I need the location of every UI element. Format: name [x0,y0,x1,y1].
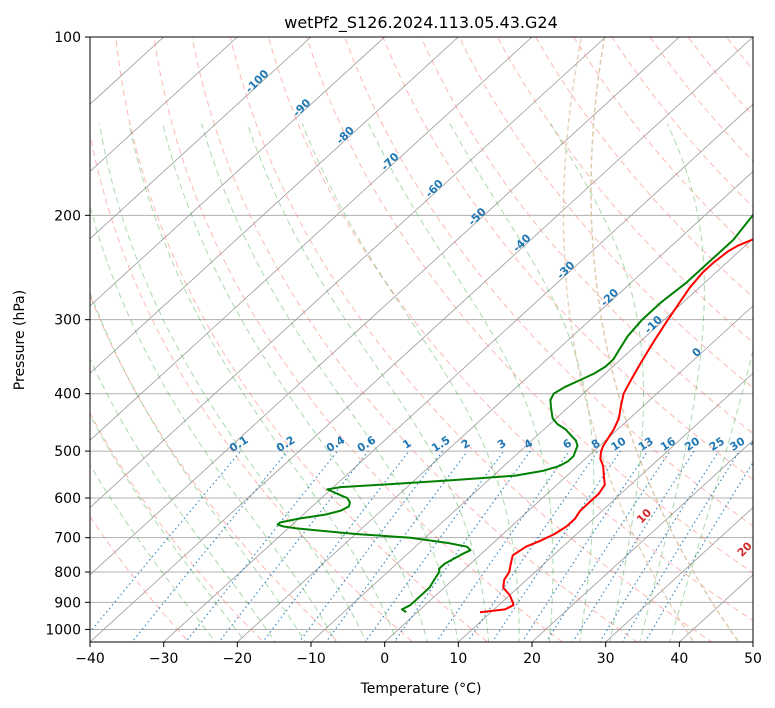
isotherm--40 [90,37,753,642]
dry-adiabat-100 [458,37,753,389]
x-tick-label: −20 [223,651,253,667]
y-tick-label: 500 [54,444,81,460]
mixing-ratio-line-5 [298,450,444,642]
mixing-ratio-line-15 [599,450,720,642]
dry-adiabat-30 [191,37,638,642]
boundary-curve-0 [590,37,740,642]
mixing-ratio-line-6 [325,450,468,642]
moist-adiabat--8 [90,291,307,642]
y-tick-label: 1000 [45,622,81,638]
y-tick-label: 800 [54,565,81,581]
mixing-ratio-line-17 [644,461,753,642]
y-tick-label: 900 [54,595,81,611]
moist-adiabat-16 [246,123,490,642]
x-tick-label: 20 [523,651,541,667]
y-tick-label: 300 [54,313,81,329]
x-tick-label: 30 [597,651,615,667]
isotherm--70 [90,37,533,441]
plot-frame [89,36,754,643]
x-tick-label: −30 [149,651,179,667]
moist-adiabat-24 [367,123,554,642]
dry-adiabat-60 [306,37,753,574]
plot-grid [90,37,753,642]
y-axis-title: Pressure (hPa) [12,290,28,390]
x-tick-label: 40 [670,651,688,667]
moist-adiabat-36 [639,123,705,642]
chart-title: wetPf2_S126.2024.113.05.43.G24 [284,13,558,33]
moist-adiabat-0 [98,123,367,642]
dewpoint-profile [276,212,753,614]
x-axis-title: Temperature (°C) [360,681,482,697]
moist-adiabat--20 [90,463,216,642]
temperature-profile [479,238,753,614]
dry-adiabat-40 [229,37,713,642]
dry-adiabat-50 [267,37,753,622]
isotherm--20 [237,170,753,642]
isotherm--110 [90,37,238,172]
dry-adiabat-150 [649,37,753,163]
dry-adiabat-90 [420,37,753,435]
moist-adiabat-28 [449,123,595,642]
x-tick-label: −40 [75,651,105,667]
mixing-ratio-line-1 [131,450,289,642]
isotherm--30 [163,103,753,642]
mixing-ratio-label: 36 [748,434,768,453]
mixing-ratio-line-13 [545,450,671,642]
dry-adiabat-10 [115,37,489,642]
x-tick-label: 10 [449,651,467,667]
y-tick-label: 700 [54,531,81,547]
isotherm-10 [458,372,753,642]
isotherm-30 [605,507,753,642]
dry-adiabat-80 [382,37,753,481]
y-tick-label: 400 [54,387,81,403]
mixing-ratio-line-8 [393,450,531,642]
isotherm--50 [90,37,680,576]
profiles [276,212,753,614]
dry-adiabat-110 [496,37,753,344]
y-tick-label: 600 [54,491,81,507]
isotherm--80 [90,37,459,374]
mixing-ratio-line-9 [435,450,570,642]
isotherm--100 [90,37,312,240]
moist-adiabat--16 [90,413,246,642]
moist-adiabat-12 [201,123,459,642]
dry-adiabat--10 [90,293,339,642]
dry-adiabat-160 [687,37,753,117]
mixing-ratio-line-0 [90,450,242,633]
isotherm--60 [90,37,606,509]
moist-adiabat-32 [550,123,644,642]
axes: −40 −30 −20 −10 0 10 20 30 40 50 1000 900 800 700 600 5… [45,30,762,667]
mixing-ratio-line-2 [185,450,339,642]
isotherm-0 [384,305,753,642]
x-tick-label: 50 [744,651,762,667]
moist-adiabat-40 [669,348,753,642]
dry-adiabat-0 [90,131,414,642]
dry-adiabat-20 [153,37,564,642]
boundary-curve-1 [562,37,695,642]
isotherm-20 [531,439,753,642]
dry-adiabat--20 [90,412,265,642]
moist-adiabat-20 [301,123,520,642]
y-tick-label: 100 [54,30,81,46]
moist-adiabat--12 [90,357,276,642]
x-tick-label: 0 [380,651,389,667]
mixing-ratio-line-16 [621,450,740,642]
isotherm--90 [90,37,385,307]
y-tick-label: 200 [54,208,81,224]
mixing-ratio-line-3 [218,450,369,642]
dry-adiabat--30 [90,515,190,642]
x-tick-label: −10 [296,651,326,667]
